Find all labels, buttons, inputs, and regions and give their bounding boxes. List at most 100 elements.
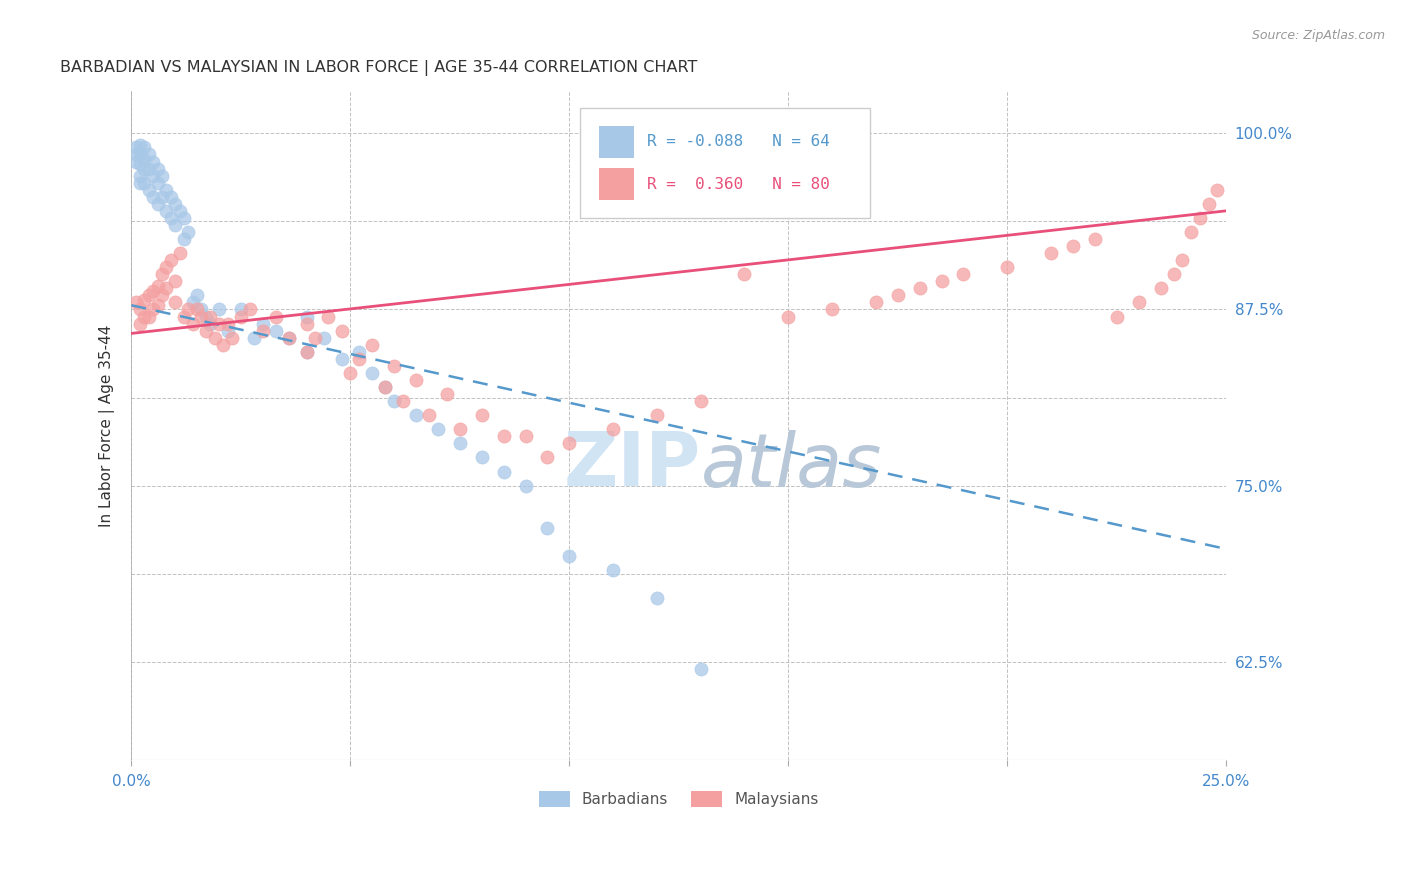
Point — [208, 317, 231, 331]
Point — [165, 295, 187, 310]
Point — [1105, 310, 1128, 324]
Point — [492, 465, 515, 479]
Point — [1084, 232, 1107, 246]
Point — [778, 310, 800, 324]
Point — [159, 190, 181, 204]
Point — [129, 169, 152, 183]
Point — [264, 324, 287, 338]
Point — [155, 281, 177, 295]
Point — [138, 288, 160, 302]
Point — [239, 302, 262, 317]
Point — [229, 302, 252, 317]
Point — [186, 302, 208, 317]
Point — [492, 429, 515, 443]
Point — [129, 137, 152, 152]
Point — [536, 450, 558, 465]
Point — [295, 344, 318, 359]
Point — [165, 274, 187, 288]
Point — [134, 293, 156, 307]
Point — [217, 317, 239, 331]
Point — [1163, 267, 1185, 281]
Point — [1198, 196, 1220, 211]
Point — [558, 436, 581, 450]
Point — [134, 310, 156, 324]
Point — [689, 394, 711, 409]
Point — [405, 373, 427, 387]
Point — [471, 450, 494, 465]
Point — [190, 302, 212, 317]
Point — [252, 324, 274, 338]
Point — [159, 211, 181, 225]
Text: R = -0.088   N = 64: R = -0.088 N = 64 — [647, 135, 830, 150]
Point — [347, 344, 370, 359]
Point — [436, 387, 458, 401]
Point — [186, 288, 208, 302]
Point — [361, 366, 384, 380]
Point — [138, 183, 160, 197]
Point — [194, 310, 217, 324]
Point — [931, 274, 953, 288]
Point — [129, 317, 152, 331]
Point — [995, 260, 1018, 275]
Point — [374, 380, 396, 394]
Y-axis label: In Labor Force | Age 35-44: In Labor Force | Age 35-44 — [100, 325, 115, 527]
Point — [382, 359, 405, 373]
Point — [125, 154, 148, 169]
Point — [645, 591, 668, 606]
Point — [142, 154, 165, 169]
Point — [129, 302, 152, 317]
Point — [1040, 246, 1063, 260]
Point — [134, 152, 156, 166]
Text: BARBADIAN VS MALAYSIAN IN LABOR FORCE | AGE 35-44 CORRELATION CHART: BARBADIAN VS MALAYSIAN IN LABOR FORCE | … — [60, 60, 697, 76]
Point — [177, 225, 200, 239]
Point — [134, 140, 156, 154]
Point — [142, 190, 165, 204]
Point — [146, 278, 169, 293]
Point — [602, 563, 624, 577]
Point — [471, 408, 494, 422]
Point — [194, 324, 217, 338]
Point — [155, 203, 177, 218]
Point — [515, 429, 537, 443]
Point — [138, 161, 160, 176]
Point — [361, 337, 384, 351]
Point — [150, 190, 173, 204]
Point — [602, 422, 624, 436]
Point — [198, 310, 221, 324]
Point — [1128, 295, 1150, 310]
Point — [173, 211, 195, 225]
Point — [208, 302, 231, 317]
Point — [142, 169, 165, 183]
Point — [125, 147, 148, 161]
Point — [278, 331, 301, 345]
Point — [304, 331, 326, 345]
Text: R =  0.360   N = 80: R = 0.360 N = 80 — [647, 177, 830, 192]
Point — [134, 161, 156, 176]
Point — [198, 317, 221, 331]
Point — [177, 302, 200, 317]
Point — [330, 351, 353, 366]
Point — [125, 295, 148, 310]
Point — [887, 288, 910, 302]
Point — [1188, 211, 1211, 225]
FancyBboxPatch shape — [581, 108, 870, 219]
Text: Source: ZipAtlas.com: Source: ZipAtlas.com — [1251, 29, 1385, 42]
Point — [142, 302, 165, 317]
Point — [169, 246, 191, 260]
Point — [150, 288, 173, 302]
Point — [645, 408, 668, 422]
Point — [821, 302, 844, 317]
Point — [169, 203, 191, 218]
Point — [173, 310, 195, 324]
Point — [146, 196, 169, 211]
Point — [1180, 225, 1202, 239]
Point — [278, 331, 301, 345]
Point — [165, 196, 187, 211]
Point — [295, 344, 318, 359]
Point — [134, 176, 156, 190]
Point — [865, 295, 887, 310]
Point — [181, 317, 204, 331]
Point — [264, 310, 287, 324]
Point — [1149, 281, 1171, 295]
Point — [1206, 183, 1229, 197]
